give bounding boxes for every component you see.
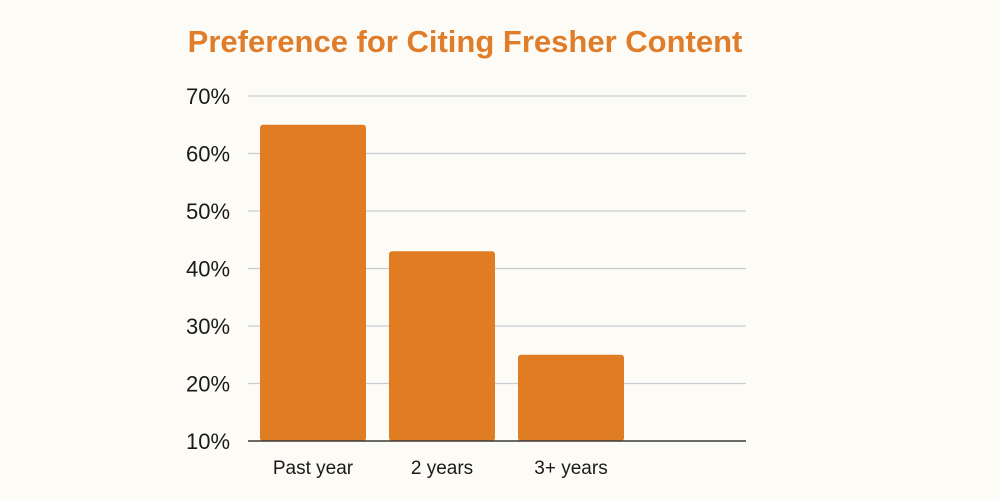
y-tick-label: 40% — [186, 257, 230, 282]
bar — [260, 124, 366, 441]
x-tick-labels: Past year 2 years 3+ years — [273, 458, 608, 479]
y-tick-label: 30% — [186, 314, 230, 339]
chart-title: Preference for Citing Fresher Content — [187, 24, 743, 59]
y-tick-label: 60% — [186, 142, 230, 167]
y-tick-label: 70% — [186, 84, 230, 109]
x-tick-label: 2 years — [411, 458, 473, 479]
y-tick-label: 10% — [186, 429, 230, 454]
x-tick-label: Past year — [273, 458, 354, 479]
bar — [518, 354, 624, 441]
y-tick-label: 50% — [186, 199, 230, 224]
bar — [389, 251, 495, 441]
y-tick-labels: 70% 60% 50% 40% 30% 20% 10% — [186, 84, 230, 454]
bars — [260, 124, 624, 441]
x-tick-label: 3+ years — [534, 458, 607, 479]
y-tick-label: 20% — [186, 372, 230, 397]
